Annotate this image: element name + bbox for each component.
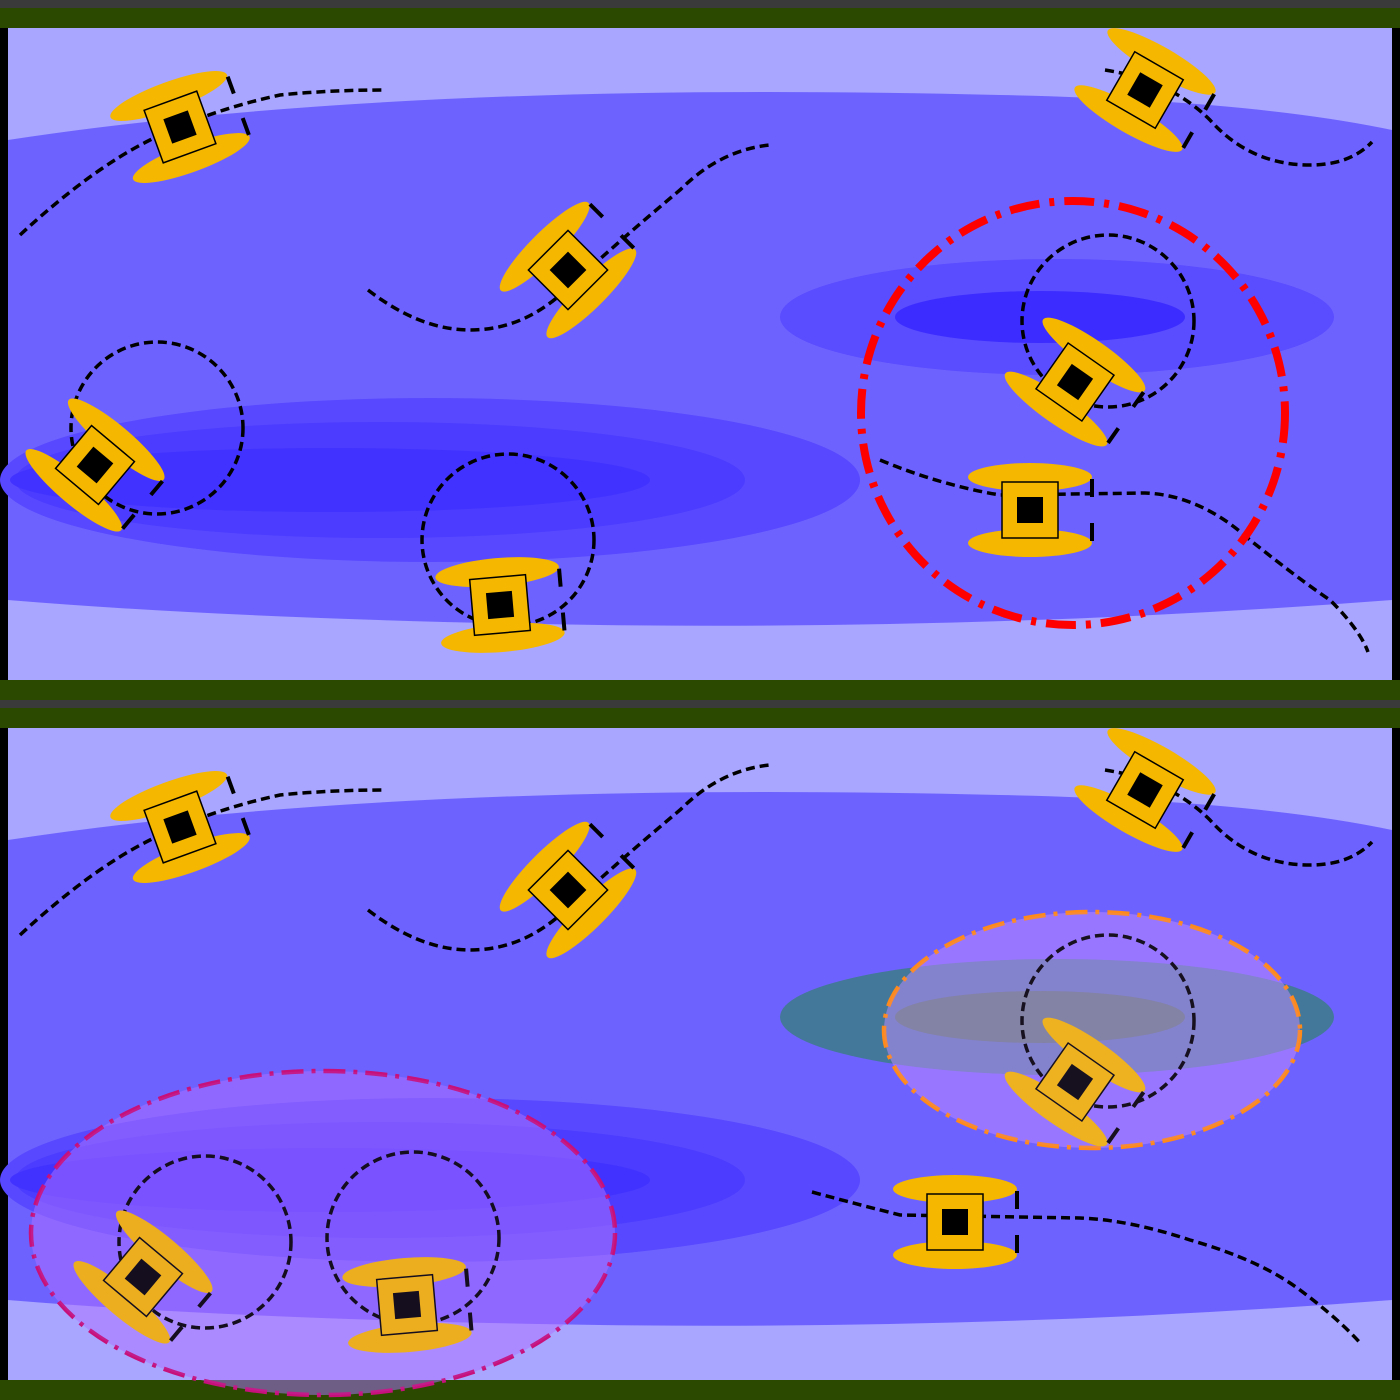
bottom-loop-left-a xyxy=(117,1154,293,1330)
bottom-panel xyxy=(0,708,1400,1400)
bottom-loop-right xyxy=(1020,933,1196,1109)
bottom-deep-right-core xyxy=(895,991,1185,1043)
top-bank-divider xyxy=(0,700,1400,708)
red-alert-circle xyxy=(857,197,1289,629)
top-bank-green-upper xyxy=(0,8,1400,28)
magenta-cluster-ellipse xyxy=(28,1068,618,1398)
top-deep-left-core xyxy=(10,448,650,512)
bottom-path-boat-straight xyxy=(811,1190,1364,1347)
top-bank-upper xyxy=(0,0,1400,8)
orange-cluster-fill xyxy=(884,912,1300,1148)
top-loop-left xyxy=(69,340,245,516)
bottom-bank-green-upper xyxy=(0,708,1400,728)
top-bank-green-lower xyxy=(0,680,1400,700)
orange-cluster-ellipse xyxy=(881,909,1303,1151)
top-panel xyxy=(0,0,1400,708)
orange-cluster-tint xyxy=(884,912,1300,1148)
top-deep-right-core xyxy=(895,291,1185,343)
magenta-cluster-tint xyxy=(31,1071,615,1395)
top-loop-right xyxy=(1020,233,1196,409)
